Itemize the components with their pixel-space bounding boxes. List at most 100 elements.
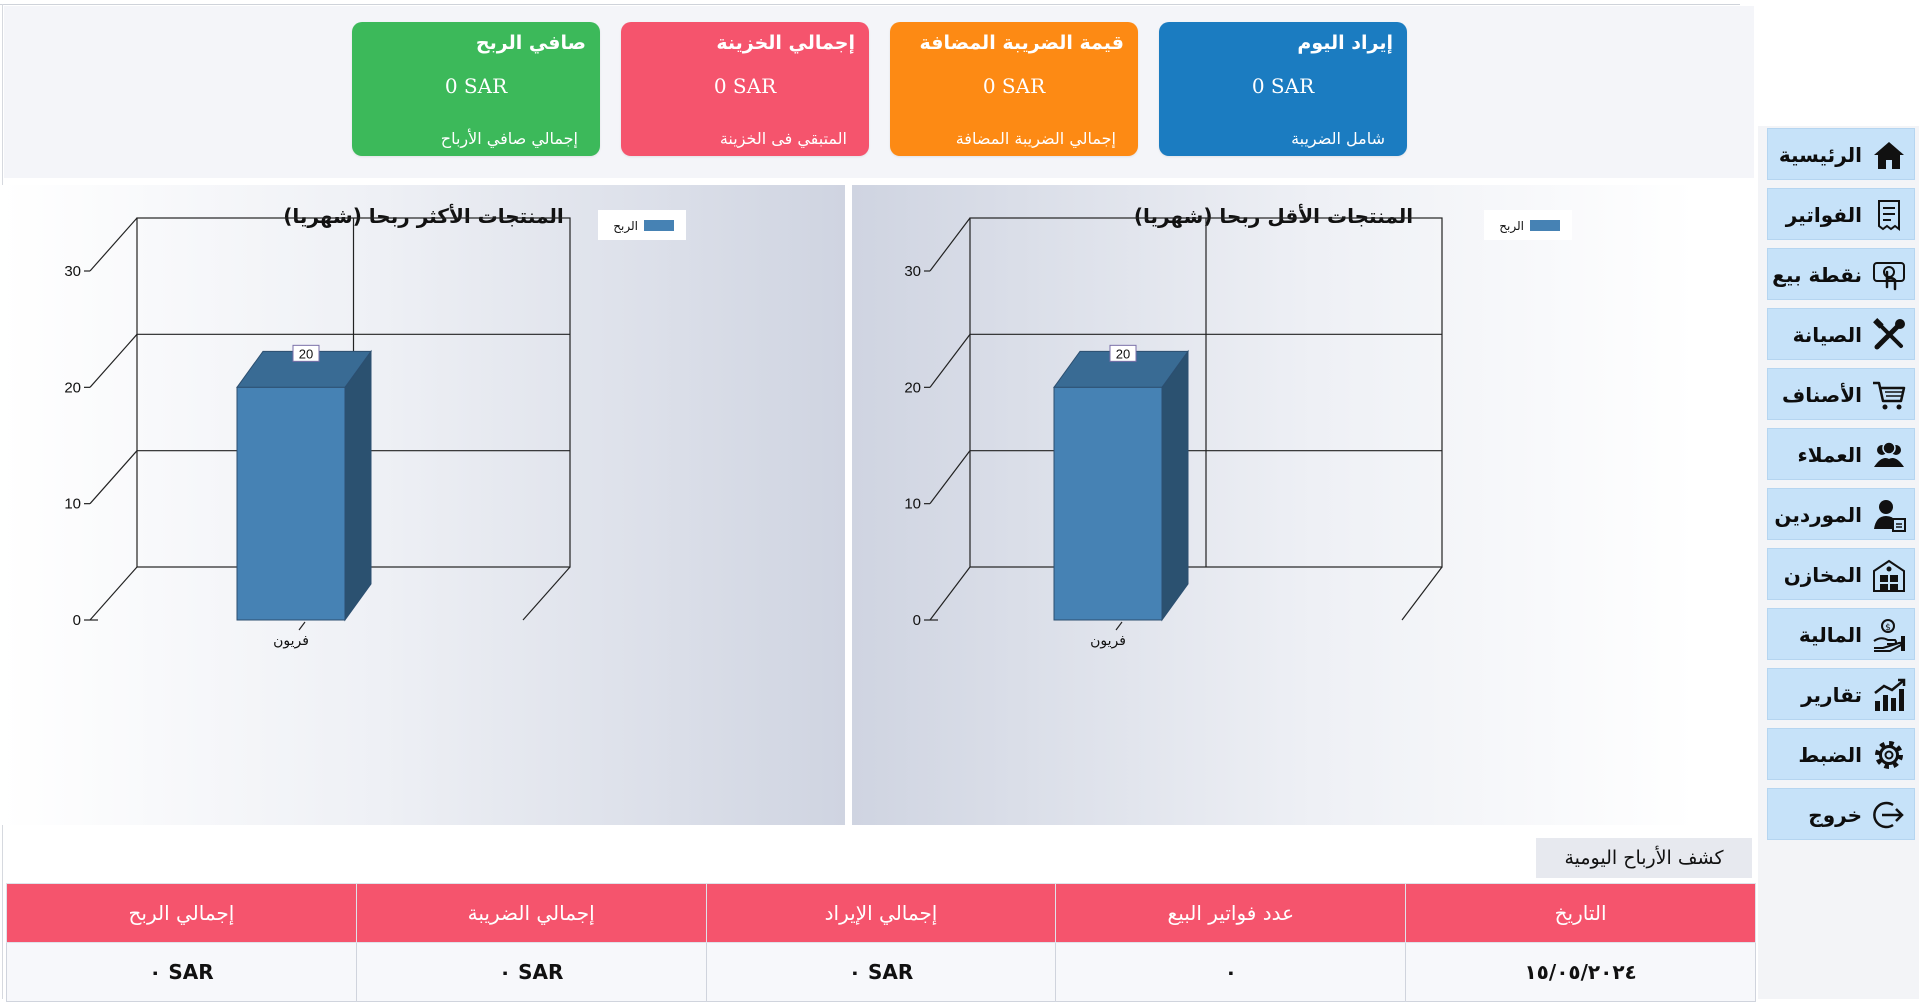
sidebar-item-settings[interactable]: الضبط (1767, 728, 1915, 780)
chart-title: المنتجات الأكثر ربحا (شهريا) (283, 204, 564, 228)
treasury-card: إجمالي الخزينة 0 SAR المتبقي فى الخزينة (621, 22, 869, 156)
floor-edge (522, 566, 571, 621)
bar (236, 386, 346, 621)
card-value: 0 SAR (713, 74, 777, 98)
sidebar-item-items[interactable]: الأصناف (1767, 368, 1915, 420)
legend-label: الربح (613, 219, 638, 234)
data-label: 20 (1116, 346, 1130, 361)
net-profit-card: صافي الربح 0 SAR إجمالي صافي الأرباح (352, 22, 600, 156)
sidebar-item-label: خروج (1808, 803, 1862, 827)
sidebar-item-label: الموردين (1774, 503, 1862, 527)
column-header-total-revenue[interactable]: إجمالي الإيراد (705, 883, 1057, 943)
y-tick-label: 20 (904, 379, 921, 396)
gridline-depth (929, 217, 971, 272)
touch-pos-icon (1873, 262, 1905, 291)
sidebar-item-maintenance[interactable]: الصيانة (1767, 308, 1915, 360)
sidebar-item-label: المالية (1798, 623, 1862, 647)
table-header-row: التاريخ عدد فواتير البيع إجمالي الإيراد … (6, 883, 1756, 943)
invoice-icon (1878, 200, 1900, 231)
gridline-depth (89, 333, 138, 388)
sidebar-item-customers[interactable]: العملاء (1767, 428, 1915, 480)
home-icon (1874, 142, 1904, 169)
finance-icon: $ (1873, 619, 1905, 652)
cell-invoice-count[interactable]: ٠ (1055, 942, 1407, 1002)
column-header-total-profit[interactable]: إجمالي الربح (6, 883, 357, 943)
users-icon (1874, 441, 1904, 467)
sidebar-item-home[interactable]: الرئيسية (1767, 128, 1915, 180)
sidebar-item-reports[interactable]: تقارير (1767, 668, 1915, 720)
bar (1053, 386, 1163, 621)
cart-icon (1873, 381, 1906, 410)
sidebar-item-label: المخازن (1783, 563, 1862, 587)
card-title: قيمة الضريبة المضافة (919, 32, 1125, 54)
daily-profit-tab[interactable]: كشف الأرباح اليومية (1536, 838, 1752, 878)
sidebar-item-label: الصيانة (1792, 323, 1862, 347)
sidebar-item-finance[interactable]: $ المالية (1767, 608, 1915, 660)
legend-swatch (644, 220, 674, 231)
y-tick-label: 0 (913, 612, 921, 629)
bar-side (344, 349, 372, 622)
column-header-invoice-count[interactable]: عدد فواتير البيع (1055, 883, 1407, 943)
sidebar-item-warehouses[interactable]: المخازن (1767, 548, 1915, 600)
column-header-date[interactable]: التاريخ (1405, 883, 1756, 943)
cell-date[interactable]: ١٥/٠٥/٢٠٢٤ (1405, 942, 1756, 1002)
card-subtitle: شامل الضريبة (1291, 129, 1385, 148)
legend-swatch (1530, 220, 1560, 231)
y-tick-label: 0 (73, 612, 81, 629)
supplier-icon (1874, 500, 1906, 532)
x-tick-label: فريون (273, 633, 309, 649)
x-tick (298, 621, 306, 631)
least-profitable-chart: 0 10 20 30 20 فريون الربح (904, 210, 1572, 649)
most-profitable-chart-panel: المنتجات الأكثر ربحا (شهريا) 0 10 20 30 20 فر… (2, 185, 845, 825)
gridline-depth (89, 566, 138, 621)
data-label: 20 (299, 346, 313, 361)
floor-edge (1401, 566, 1443, 621)
top-border (0, 4, 1740, 5)
data-label-box (292, 344, 320, 362)
most-profitable-chart: 0 10 20 30 20 فريون الربح (64, 210, 686, 649)
sidebar-item-suppliers[interactable]: الموردين (1767, 488, 1915, 540)
sidebar-item-label: العملاء (1797, 443, 1862, 467)
sidebar-item-label: الضبط (1798, 743, 1862, 767)
summary-cards-area: صافي الربح 0 SAR إجمالي صافي الأرباح إجم… (4, 6, 1754, 178)
x-tick (1115, 621, 1123, 631)
chart-icon (1874, 678, 1906, 711)
card-value: 0 SAR (444, 74, 508, 98)
sidebar-item-invoices[interactable]: الفواتير (1767, 188, 1915, 240)
card-title: صافي الربح (475, 32, 586, 54)
sidebar: الرئيسية الفواتير نقطة بيع الصيانة (1758, 126, 1919, 999)
sidebar-item-pos[interactable]: نقطة بيع (1767, 248, 1915, 300)
table-row[interactable]: ١٥/٠٥/٢٠٢٤ ٠ SAR ٠ SAR ٠ SAR ٠ (6, 942, 1756, 1002)
today-revenue-card: إيراد اليوم 0 SAR شامل الضريبة (1159, 22, 1407, 156)
vat-card: قيمة الضريبة المضافة 0 SAR إجمالي الضريب… (890, 22, 1138, 156)
cell-total-tax[interactable]: SAR ٠ (355, 942, 707, 1002)
card-subtitle: إجمالي الضريبة المضافة (955, 129, 1116, 148)
gridline-depth (929, 566, 971, 621)
gridline-depth (929, 333, 971, 388)
warehouse-icon (1873, 559, 1905, 592)
column-header-total-tax[interactable]: إجمالي الضريبة (355, 883, 707, 943)
card-subtitle: المتبقي فى الخزينة (719, 129, 847, 148)
cell-total-profit[interactable]: SAR ٠ (6, 942, 357, 1002)
daily-profit-table: التاريخ عدد فواتير البيع إجمالي الإيراد … (6, 883, 1756, 1002)
svg-text:$: $ (1885, 623, 1891, 633)
sidebar-item-label: الرئيسية (1778, 143, 1862, 167)
card-subtitle: إجمالي صافي الأرباح (440, 129, 578, 148)
y-tick-label: 30 (904, 263, 921, 280)
least-profitable-chart-panel: المنتجات الأقل ربحا (شهريا) 0 10 20 30 20 فري… (852, 185, 1695, 825)
cell-total-revenue[interactable]: SAR ٠ (705, 942, 1057, 1002)
sidebar-item-label: الفواتير (1785, 203, 1862, 227)
card-title: إجمالي الخزينة (716, 32, 855, 54)
card-title: إيراد اليوم (1297, 32, 1393, 54)
data-label-box (1109, 344, 1137, 362)
y-tick-label: 10 (904, 496, 921, 513)
panel-divider (845, 185, 852, 825)
y-tick-label: 30 (64, 263, 81, 280)
sidebar-item-label: الأصناف (1782, 383, 1862, 407)
chart-title: المنتجات الأقل ربحا (شهريا) (1133, 204, 1414, 228)
x-tick-label: فريون (1090, 633, 1126, 649)
tools-icon (1873, 318, 1905, 350)
sidebar-item-logout[interactable]: خروج (1767, 788, 1915, 840)
gear-icon (1875, 741, 1903, 769)
gridline-depth (89, 217, 138, 272)
